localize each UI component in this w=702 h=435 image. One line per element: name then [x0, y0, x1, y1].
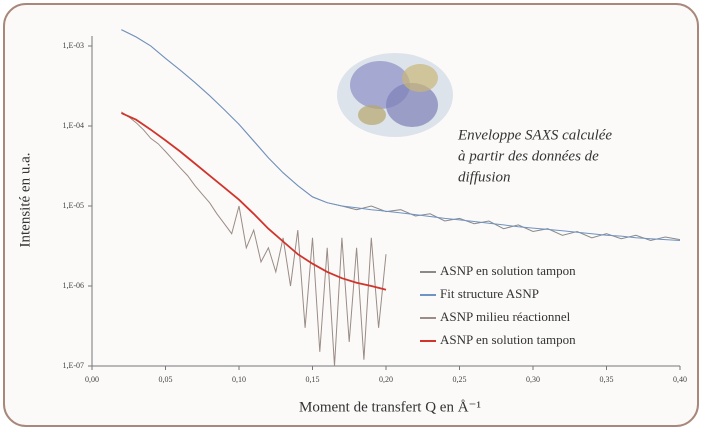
x-tick-label: 0,10 [232, 375, 246, 384]
y-tick-label: 1,E-07 [62, 361, 84, 370]
legend-label: ASNP en solution tampon [440, 332, 576, 347]
x-tick-label: 0,20 [379, 375, 393, 384]
x-tick-label: 0,40 [673, 375, 687, 384]
y-tick-label: 1,E-03 [62, 41, 84, 50]
series-line [121, 111, 387, 367]
legend-label: ASNP en solution tampon [440, 263, 576, 278]
legend-label: ASNP milieu réactionnel [440, 309, 571, 324]
series-line [121, 112, 387, 291]
y-tick-label: 1,E-05 [62, 201, 84, 210]
x-tick-label: 0,00 [85, 375, 99, 384]
protein-envelope [337, 53, 453, 137]
x-tick-label: 0,15 [306, 375, 320, 384]
x-axis-label: Moment de transfert Q en Å⁻¹ [299, 399, 481, 415]
annotation: à partir des données de [458, 148, 599, 164]
y-tick-label: 1,E-04 [62, 121, 84, 130]
annotation: diffusion [458, 169, 511, 185]
y-axis-label: Intensité en u.a. [17, 153, 33, 248]
x-tick-label: 0,25 [453, 375, 467, 384]
x-tick-label: 0,35 [600, 375, 614, 384]
x-tick-label: 0,05 [159, 375, 173, 384]
x-tick-label: 0,30 [526, 375, 540, 384]
legend-label: Fit structure ASNP [440, 286, 539, 301]
frame [3, 3, 699, 427]
series-line [121, 29, 681, 241]
y-tick-label: 1,E-06 [62, 281, 84, 290]
annotation: Enveloppe SAXS calculée [457, 127, 612, 143]
